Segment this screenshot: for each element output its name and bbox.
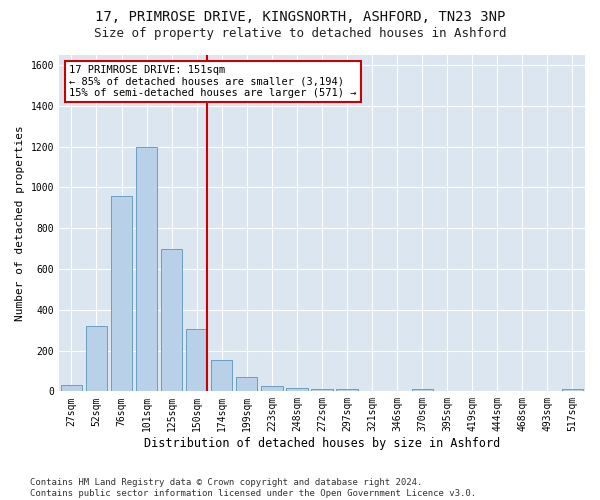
Text: Size of property relative to detached houses in Ashford: Size of property relative to detached ho… [94, 28, 506, 40]
Bar [562, 389, 583, 392]
Y-axis label: Number of detached properties: Number of detached properties [15, 126, 25, 321]
Text: 17, PRIMROSE DRIVE, KINGSNORTH, ASHFORD, TN23 3NP: 17, PRIMROSE DRIVE, KINGSNORTH, ASHFORD,… [95, 10, 505, 24]
Text: Contains HM Land Registry data © Crown copyright and database right 2024.
Contai: Contains HM Land Registry data © Crown c… [30, 478, 476, 498]
Bar [211, 360, 232, 392]
Text: 17 PRIMROSE DRIVE: 151sqm
← 85% of detached houses are smaller (3,194)
15% of se: 17 PRIMROSE DRIVE: 151sqm ← 85% of detac… [70, 65, 357, 98]
Bar [337, 390, 358, 392]
Bar [161, 248, 182, 392]
Bar [86, 326, 107, 392]
X-axis label: Distribution of detached houses by size in Ashford: Distribution of detached houses by size … [144, 437, 500, 450]
Bar [136, 146, 157, 392]
Bar [261, 386, 283, 392]
Bar [412, 389, 433, 392]
Bar [286, 388, 308, 392]
Bar [311, 389, 332, 392]
Bar [61, 385, 82, 392]
Bar [111, 196, 132, 392]
Bar [236, 377, 257, 392]
Bar [186, 329, 208, 392]
